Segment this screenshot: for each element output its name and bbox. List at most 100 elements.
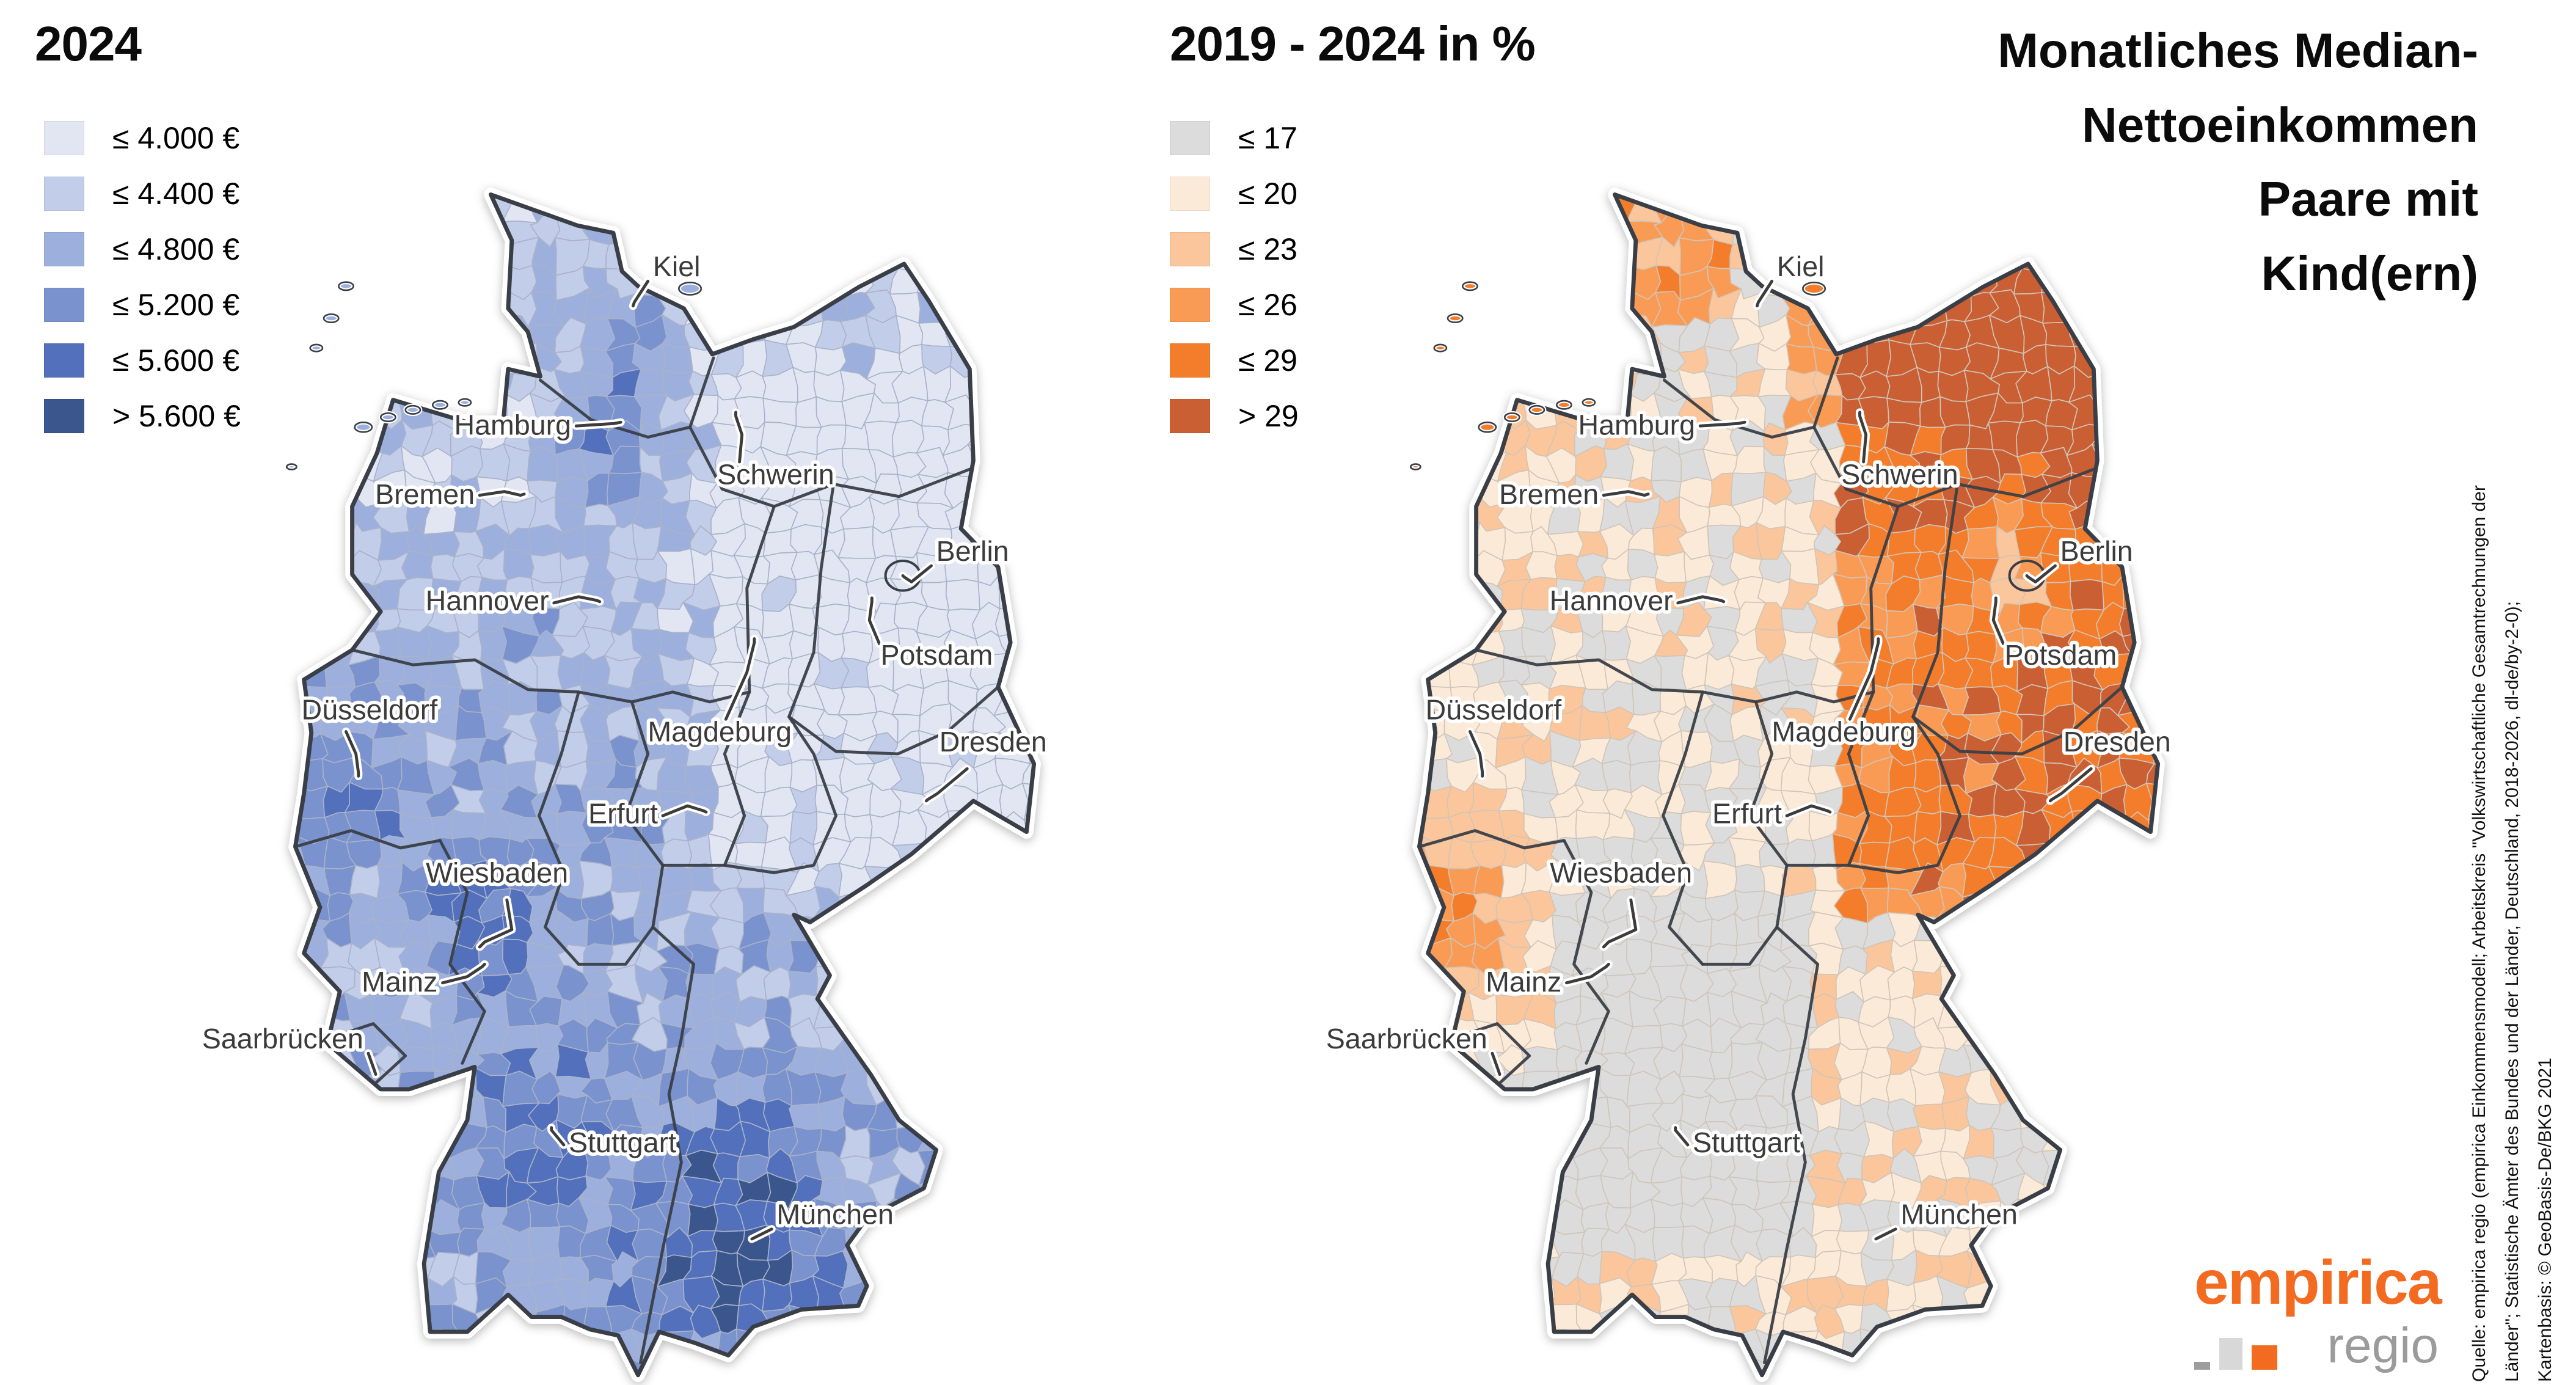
legend-label: ≤ 23 xyxy=(1238,232,1297,266)
city-label: Kiel xyxy=(1777,250,1825,282)
legend-label: ≤ 5.200 € xyxy=(112,288,240,322)
legend-item: ≤ 26 xyxy=(1170,288,1299,322)
city-label: München xyxy=(776,1199,894,1230)
legend-swatch xyxy=(44,343,84,378)
city-label: Hannover xyxy=(426,585,549,616)
legend-item: ≤ 5.600 € xyxy=(44,343,241,378)
city-annotation: München xyxy=(1872,1195,2021,1243)
city-label: Erfurt xyxy=(588,797,658,829)
legend-item: ≤ 5.200 € xyxy=(44,288,241,322)
leader-line xyxy=(550,1126,566,1147)
right-map-title: 2019 - 2024 in % xyxy=(1170,16,1536,71)
leader-line xyxy=(724,637,756,721)
city-annotation: Düsseldorf xyxy=(298,690,442,781)
legend-label: ≤ 4.000 € xyxy=(112,121,240,155)
city-annotation: Schwerin xyxy=(714,408,837,494)
city-label: Düsseldorf xyxy=(1426,693,1563,725)
leader-line xyxy=(1858,411,1868,464)
city-annotation: Hamburg xyxy=(1575,406,1749,444)
legend-label: ≤ 4.800 € xyxy=(112,232,240,266)
city-label: Hamburg xyxy=(1578,409,1696,440)
logo-squares-icon xyxy=(2194,1337,2277,1370)
city-label: Bremen xyxy=(375,478,475,510)
city-label: Magdeburg xyxy=(1771,716,1916,748)
empirica-regio-logo: empirica regio xyxy=(2194,1251,2442,1370)
city-label: Magdeburg xyxy=(648,716,792,748)
leader-line xyxy=(1674,1126,1690,1147)
city-label: Stuttgart xyxy=(1693,1127,1800,1158)
legend-item: > 29 xyxy=(1170,399,1299,433)
legend-swatch xyxy=(1170,288,1210,322)
legend-item: ≤ 4.400 € xyxy=(44,177,241,211)
city-annotation: Hamburg xyxy=(451,406,625,444)
city-annotation: Stuttgart xyxy=(1671,1124,1804,1162)
legend-swatch xyxy=(44,399,84,433)
leader-line xyxy=(1491,1051,1501,1076)
leader-line xyxy=(1991,596,2005,646)
leader-line xyxy=(367,1051,378,1076)
leader-line xyxy=(1565,962,1610,985)
legend-label: ≤ 29 xyxy=(1238,343,1297,378)
leader-line xyxy=(867,596,881,646)
leader-line xyxy=(925,767,969,803)
city-annotation: Magdeburg xyxy=(1768,635,1919,751)
state-borders xyxy=(295,356,1000,1364)
leader-line xyxy=(1698,420,1746,428)
city-label: Schwerin xyxy=(1841,458,1958,490)
legend-label: > 29 xyxy=(1238,399,1299,433)
legend-item: ≤ 29 xyxy=(1170,343,1299,378)
legend-swatch xyxy=(1170,177,1210,211)
city-label: Mainz xyxy=(362,966,437,998)
legend-item: ≤ 4.800 € xyxy=(44,232,241,266)
city-annotation: Kiel xyxy=(1753,247,1828,310)
city-label: Stuttgart xyxy=(569,1127,676,1158)
city-label: Wiesbaden xyxy=(426,857,568,889)
city-label: Bremen xyxy=(1499,478,1599,510)
city-annotation: Berlin xyxy=(899,532,1012,587)
city-annotation: Magdeburg xyxy=(644,635,795,751)
legend-swatch xyxy=(1170,121,1210,155)
city-annotation: Mainz xyxy=(359,960,489,1001)
leader-line xyxy=(661,804,708,817)
page-title: Monatliches Median- Nettoeinkommen Paare m… xyxy=(1623,13,2478,310)
legend-item: ≤ 23 xyxy=(1170,232,1299,266)
leader-line xyxy=(478,898,514,949)
city-label: Hannover xyxy=(1550,585,1673,616)
growth-legend: ≤ 17 ≤ 20 ≤ 23 ≤ 26 ≤ 29 > 29 xyxy=(1170,121,1299,455)
city-annotation: Saarbrücken xyxy=(1323,1019,1504,1079)
leader-line xyxy=(441,962,486,985)
city-annotation: Potsdam xyxy=(1989,594,2120,674)
leader-line xyxy=(2025,564,2057,583)
leader-line xyxy=(1676,595,1726,605)
leader-line xyxy=(2049,767,2093,803)
page-title-line: Paare mit xyxy=(2258,172,2478,227)
city-label: Saarbrücken xyxy=(202,1023,363,1054)
germany-outline xyxy=(293,192,1037,1378)
legend-swatch xyxy=(1170,343,1210,378)
city-annotation: München xyxy=(748,1195,897,1243)
leader-line xyxy=(734,411,744,464)
legend-label: > 5.600 € xyxy=(112,399,241,433)
leader-line xyxy=(1755,279,1774,308)
legend-swatch xyxy=(44,232,84,266)
city-label: Saarbrücken xyxy=(1326,1023,1487,1054)
leader-line xyxy=(574,420,622,428)
city-annotation: Schwerin xyxy=(1838,408,1961,494)
left-map-title: 2024 xyxy=(35,16,142,71)
city-annotation: Bremen xyxy=(1495,475,1652,513)
city-annotation: Wiesbaden xyxy=(1546,853,1696,951)
city-label: Dresden xyxy=(940,726,1047,758)
city-annotation: Stuttgart xyxy=(547,1124,680,1162)
legend-label: ≤ 17 xyxy=(1238,121,1297,155)
logo-square-small xyxy=(2194,1361,2210,1370)
city-annotation: Dresden xyxy=(2046,722,2174,805)
city-label: Potsdam xyxy=(880,639,993,671)
city-label: Kiel xyxy=(653,250,701,282)
attribution-line-1: Quelle: empirica regio (empirica Einkomm… xyxy=(2469,485,2489,1382)
attribution-line-2: Länder"; Statistische Ämter des Bundes u… xyxy=(2502,601,2522,1382)
germany-outline xyxy=(1417,192,2161,1378)
legend-item: ≤ 20 xyxy=(1170,177,1299,211)
city-annotation: Mainz xyxy=(1483,960,1613,1001)
legend-item: ≤ 4.000 € xyxy=(44,121,241,155)
leader-line xyxy=(1602,898,1638,949)
